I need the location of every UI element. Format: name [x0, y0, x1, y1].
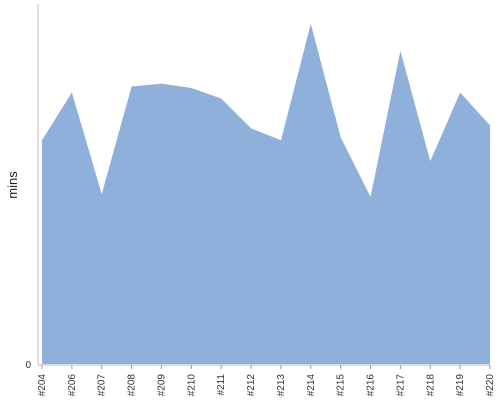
- series-area: [42, 23, 490, 365]
- x-tick-label: #216: [366, 374, 377, 397]
- x-tick-label: #215: [336, 374, 347, 397]
- x-tick-label: #217: [395, 374, 406, 397]
- x-ticks: #204 #206 #207 #208 #209 #210 #211 #212 #213 #214…: [37, 365, 496, 396]
- axes-layer: [37, 4, 490, 366]
- x-tick-label: #220: [485, 374, 496, 397]
- x-tick-label: #211: [216, 374, 227, 396]
- x-tick-label: #208: [127, 374, 138, 397]
- x-tick-label: #209: [156, 374, 167, 397]
- x-tick-label: #212: [246, 374, 257, 397]
- x-tick-label: #219: [455, 374, 466, 397]
- area-layer: [42, 23, 490, 365]
- y-tick-label: 0: [25, 360, 31, 371]
- x-tick-label: #214: [306, 374, 317, 397]
- x-tick-label: #213: [276, 374, 287, 397]
- x-tick-label: #204: [37, 374, 48, 397]
- x-tick-label: #207: [97, 374, 108, 397]
- x-tick-label: #218: [425, 374, 436, 397]
- y-axis-title: mins: [5, 171, 20, 199]
- x-tick-label: #206: [67, 374, 78, 397]
- x-tick-label: #210: [186, 374, 197, 397]
- y-ticks: 0: [25, 360, 31, 371]
